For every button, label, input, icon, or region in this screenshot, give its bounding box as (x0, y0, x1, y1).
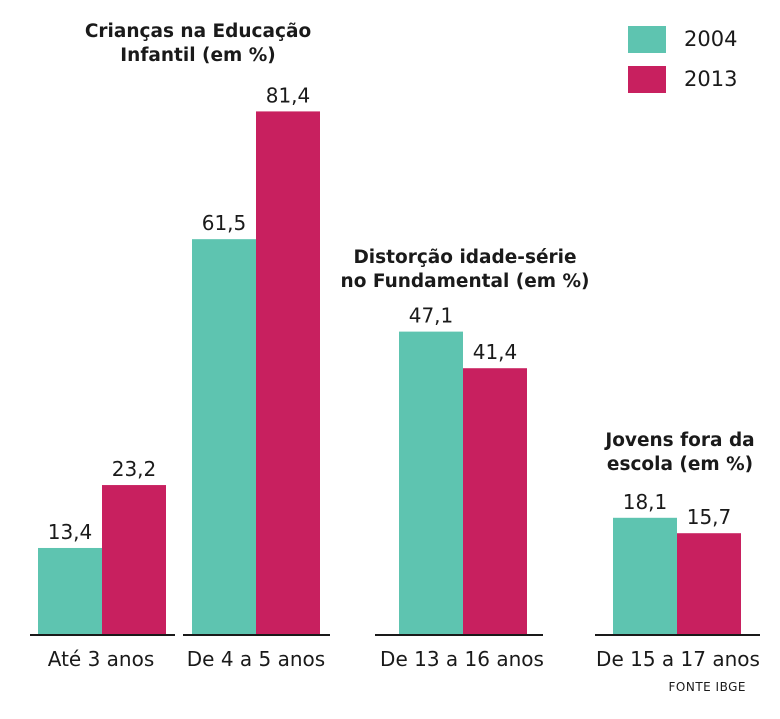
data-label-2013: 81,4 (266, 83, 311, 107)
bar-2004-de-4-a-5-anos (192, 239, 256, 635)
bar-2004-de-15-a-17-anos (613, 517, 677, 634)
data-label-2004: 13,4 (48, 520, 93, 544)
data-label-2004: 18,1 (623, 490, 668, 514)
legend-swatch-2004 (628, 25, 666, 53)
category-label: De 4 a 5 anos (187, 647, 325, 671)
data-label-2013: 23,2 (112, 457, 157, 481)
legend-item-2013: 2013 (628, 62, 737, 96)
legend-swatch-2013 (628, 65, 666, 93)
bar-2013-de-15-a-17-anos (677, 533, 741, 634)
chart-title-line: Distorção idade-série (353, 247, 577, 268)
chart-title-line: no Fundamental (em %) (340, 271, 590, 292)
data-label-2004: 47,1 (409, 304, 454, 328)
chart-title-criancas: Crianças na Educação Infantil (em %) (68, 20, 328, 68)
chart-title-line: Crianças na Educação (84, 21, 312, 42)
category-label: De 13 a 16 anos (380, 647, 544, 671)
category-label: De 15 a 17 anos (596, 647, 760, 671)
data-label-2013: 15,7 (687, 505, 732, 529)
bar-2004-de-13-a-16-anos (399, 331, 463, 634)
chart-title-line: Jovens fora da (605, 430, 755, 451)
chart-title-line: escola (em %) (606, 454, 754, 475)
data-label-2013: 41,4 (473, 340, 518, 364)
legend: 2004 2013 (628, 22, 737, 102)
chart-title-jovens: Jovens fora da escola (em %) (590, 429, 770, 477)
legend-item-2004: 2004 (628, 22, 737, 56)
source-note: FONTE IBGE (668, 680, 746, 694)
legend-label-2013: 2013 (684, 67, 738, 91)
legend-label-2004: 2004 (684, 27, 738, 51)
data-label-2004: 61,5 (202, 211, 247, 235)
category-label: Até 3 anos (48, 647, 155, 671)
bar-2013-de-13-a-16-anos (463, 368, 527, 634)
bar-2013-até-3-anos (102, 485, 166, 634)
chart-title-distorcao: Distorção idade-série no Fundamental (em… (330, 246, 600, 294)
chart-title-line: Infantil (em %) (120, 45, 276, 66)
bar-2013-de-4-a-5-anos (256, 111, 320, 635)
bar-2004-até-3-anos (38, 547, 102, 634)
